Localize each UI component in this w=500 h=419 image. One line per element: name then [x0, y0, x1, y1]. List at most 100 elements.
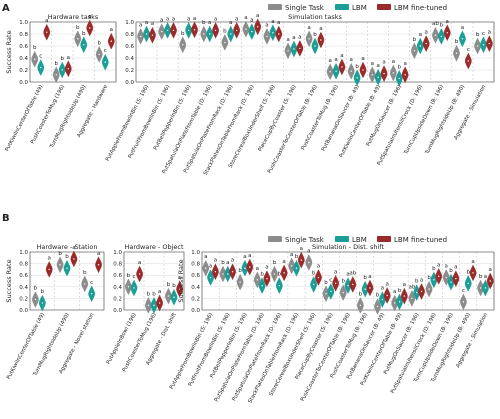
y-tick-label: 0.8 — [113, 262, 122, 268]
median-point-lbm-fine-tuned — [151, 34, 154, 36]
y-tick-label: 0.6 — [19, 273, 28, 279]
median-point-lbm-fine-tuned — [362, 69, 364, 71]
median-point-lbm — [209, 33, 211, 35]
median-point-single-task — [266, 35, 268, 38]
significance-letter: a — [307, 248, 310, 254]
significance-letter: a — [231, 258, 234, 264]
legend-a: Single Task LBM LBM fine-tuned — [268, 4, 447, 12]
median-point-lbm — [251, 30, 253, 33]
significance-letter: a — [172, 16, 175, 22]
median-point-lbm — [244, 267, 246, 269]
significance-letter: a — [368, 274, 371, 280]
y-tick-label: 0.8 — [125, 32, 134, 38]
significance-letter: b — [440, 22, 444, 28]
median-point-lbm-fine-tuned — [257, 26, 259, 28]
significance-letter: b — [147, 291, 151, 297]
significance-letter: c — [104, 48, 107, 54]
significance-letter: b — [466, 269, 470, 275]
significance-letter: a — [160, 18, 163, 24]
significance-letter: a — [158, 289, 161, 295]
plot-frame — [201, 251, 495, 311]
significance-letter: a — [340, 53, 343, 59]
median-point-lbm-fine-tuned — [488, 42, 491, 45]
median-point-lbm — [145, 33, 148, 35]
median-point-single-task — [290, 265, 293, 267]
median-point-lbm — [166, 29, 169, 32]
chart-hardware-tasks: Hardware tasks 0.0 0.2 0.4 0.6 0.8 1.0 Success … — [4, 13, 117, 153]
y-tick-label: 0.2 — [19, 296, 28, 302]
significance-letter: a — [298, 34, 301, 40]
significance-letter: a — [334, 269, 337, 275]
median-point-lbm-fine-tuned — [386, 294, 388, 297]
median-point-single-task — [239, 281, 241, 283]
median-point-single-task — [127, 286, 130, 288]
significance-letter: a — [139, 22, 142, 28]
significance-letter: a — [265, 22, 268, 28]
y-tick-label: 0.8 — [191, 262, 200, 268]
median-point-lbm-fine-tuned — [369, 287, 371, 289]
median-point-single-task — [462, 301, 465, 303]
significance-letter: a — [243, 254, 246, 260]
median-point-single-task — [245, 28, 247, 30]
x-tick-label: PutFruitFromBowlInBin (S: 196) — [127, 84, 171, 159]
y-tick-label: 0.2 — [19, 68, 28, 74]
chart-title: Hardware - Object — [124, 243, 183, 251]
median-point-lbm — [330, 290, 332, 293]
median-point-lbm-fine-tuned — [283, 272, 285, 274]
y-tick-label: 0.0 — [191, 308, 200, 314]
median-point-single-task — [224, 41, 226, 44]
median-point-single-task — [342, 291, 344, 294]
median-point-single-task — [182, 44, 184, 46]
significance-letter: b — [58, 251, 62, 257]
median-point-lbm-fine-tuned — [334, 282, 337, 285]
significance-letter: b — [97, 40, 101, 46]
median-point-single-task — [445, 276, 447, 279]
median-point-single-task — [325, 293, 327, 295]
significance-letter: a — [178, 275, 181, 281]
median-point-lbm-fine-tuned — [231, 271, 234, 273]
median-point-single-task — [455, 52, 458, 54]
chart-simulation-dist-shift: Simulation - Dist. shift 0.0 0.2 0.4 0.6 0.8 1… — [169, 243, 495, 404]
y-axis-label: Success Rate — [5, 259, 13, 302]
significance-letter: a — [328, 58, 331, 64]
significance-letter: a — [187, 16, 190, 22]
median-point-lbm-fine-tuned — [278, 33, 280, 35]
significance-letter: c — [462, 288, 465, 294]
median-point-lbm-fine-tuned — [235, 29, 238, 32]
median-point-lbm — [272, 32, 274, 34]
median-point-lbm — [335, 70, 337, 72]
median-point-lbm — [433, 279, 435, 281]
significance-letter: b — [295, 254, 299, 260]
significance-letter: b — [221, 260, 225, 266]
legend-swatch-single — [268, 236, 282, 242]
median-point-lbm — [419, 45, 421, 47]
significance-letter: a — [209, 264, 212, 270]
x-tick-label: Aggregate - Simulation — [455, 312, 489, 369]
x-tick-label: PutKiwiInCenterOfTable (B: 49) — [338, 84, 382, 159]
median-point-lbm-fine-tuned — [300, 259, 302, 261]
significance-letter: b — [41, 289, 45, 295]
median-point-lbm — [398, 77, 400, 80]
legend-swatch-ft — [377, 4, 391, 10]
significance-letter: c — [39, 54, 42, 60]
significance-letter: b — [359, 291, 363, 297]
significance-letter: b — [167, 282, 171, 288]
significance-letter: b — [397, 64, 401, 70]
significance-letter: a — [229, 20, 232, 26]
median-point-lbm-fine-tuned — [73, 258, 75, 260]
median-point-single-task — [273, 273, 276, 275]
chart-title: Simulation tasks — [288, 13, 342, 21]
significance-letter: b — [363, 275, 367, 281]
significance-letter: a — [256, 266, 259, 272]
y-tick-label: 0.2 — [125, 68, 134, 74]
legend-swatch-single — [268, 4, 282, 10]
y-tick-label: 0.8 — [19, 32, 28, 38]
median-point-lbm-fine-tuned — [266, 277, 268, 280]
median-point-lbm-fine-tuned — [425, 42, 427, 45]
legend-swatch-lbm — [335, 236, 349, 242]
median-point-single-task — [350, 70, 352, 72]
significance-letter: a — [226, 260, 229, 266]
legend-b: Single Task LBM LBM fine-tuned — [268, 236, 447, 244]
